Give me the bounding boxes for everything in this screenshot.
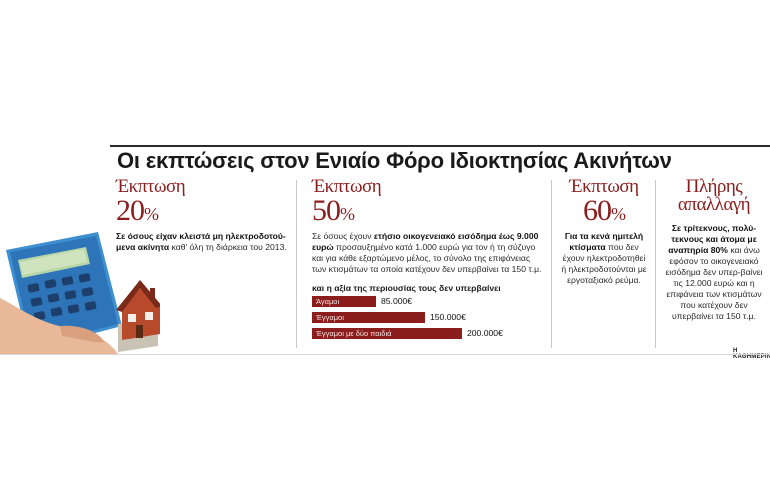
- exemption-label-line1: Πλήρης: [685, 176, 743, 197]
- discount-percent: 20%: [116, 194, 159, 227]
- discount-percent: 60%: [583, 194, 626, 227]
- discount-description: Σε όσους είχαν κλειστά μη ηλεκτροδοτού-μ…: [116, 231, 287, 252]
- discount-label: Έκπτωση: [569, 176, 639, 197]
- property-value-amount: 200.000€: [467, 328, 503, 338]
- property-value-amount: 150.000€: [430, 312, 466, 322]
- discount-label: Έκπτωση: [116, 176, 186, 197]
- property-value-row: Άγαμοι 85.000€: [312, 296, 542, 309]
- property-value-bar: Έγγαμοι με δύο παιδιά: [312, 328, 462, 339]
- page-title: Οι εκπτώσεις στον Ενιαίο Φόρο Ιδιοκτησία…: [117, 148, 672, 173]
- discount-20-block: Έκπτωση 20% Σε όσους είχαν κλειστά μη ηλ…: [116, 176, 291, 253]
- hand-icon: [0, 298, 118, 354]
- column-divider: [551, 180, 552, 348]
- column-divider: [296, 180, 297, 348]
- exemption-description: Σε τρίτεκνους, πολύ-τεκνους και άτομα με…: [665, 223, 763, 321]
- property-value-row: Έγγαμοι με δύο παιδιά 200.000€: [312, 328, 542, 341]
- discount-description: Σε όσους έχουν ετήσιο οικογενειακό εισόδ…: [312, 231, 542, 274]
- column-divider: [655, 180, 656, 348]
- discount-60-block: Έκπτωση 60% Για τα κενά ημιτελή κτίσματα…: [560, 176, 648, 286]
- house-icon: [116, 280, 160, 352]
- property-value-bars: Άγαμοι 85.000€ Έγγαμοι 150.000€ Έγγαμοι με δ…: [312, 296, 542, 341]
- full-exemption-block: Πλήρης απαλλαγή Σε τρίτεκνους, πολύ-τεκν…: [660, 176, 768, 322]
- property-value-row: Έγγαμοι 150.000€: [312, 312, 542, 325]
- bottom-rule: [0, 354, 770, 355]
- exemption-label-line2: απαλλαγή: [677, 194, 751, 215]
- discount-percent: 50%: [312, 194, 355, 227]
- property-value-amount: 85.000€: [381, 296, 413, 306]
- discount-label: Έκπτωση: [312, 176, 382, 197]
- source-credit: Η ΚΑΘΗΜΕΡΙΝΗ: [733, 348, 770, 360]
- discount-50-block: Έκπτωση 50% Σε όσους έχουν ετήσιο οικογε…: [312, 176, 542, 341]
- property-value-heading: και η αξία της περιουσίας τους δεν υπερβ…: [312, 283, 501, 293]
- illustration: [0, 232, 160, 354]
- top-rule: [110, 145, 770, 147]
- property-value-bar: Έγγαμοι: [312, 312, 425, 323]
- property-value-bar: Άγαμοι: [312, 296, 376, 307]
- discount-description: Για τα κενά ημιτελή κτίσματα που δεν έχο…: [561, 231, 647, 285]
